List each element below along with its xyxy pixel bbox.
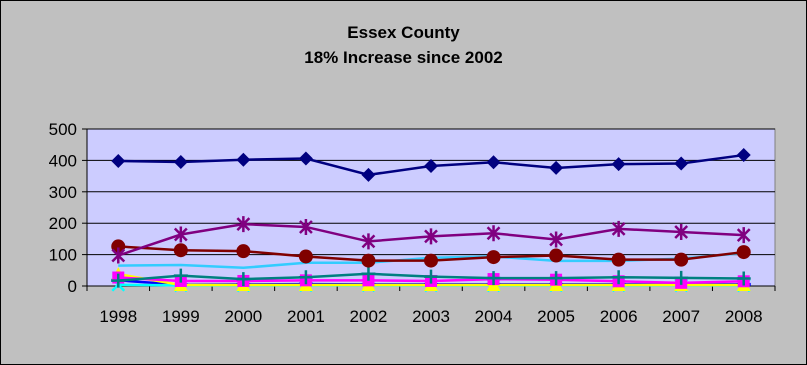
- data-point-star: [736, 227, 751, 244]
- x-tick-label: 2005: [537, 307, 575, 326]
- data-point-diamond: [173, 154, 188, 169]
- data-point-circle: [424, 253, 438, 268]
- data-point-plus: [236, 272, 251, 287]
- data-point-diamond: [486, 155, 501, 170]
- data-point-star: [299, 218, 313, 235]
- data-point-diamond: [549, 160, 564, 175]
- data-point-plus: [611, 270, 626, 285]
- chart-title: Essex County: [347, 23, 460, 42]
- data-point-circle: [486, 250, 501, 265]
- x-tick-label: 2000: [224, 307, 262, 326]
- x-tick-label: 1998: [99, 307, 137, 326]
- y-tick-label: 300: [49, 183, 77, 202]
- data-point-diamond: [611, 157, 626, 172]
- data-point-plus: [361, 266, 376, 281]
- data-point-circle: [111, 239, 126, 254]
- x-tick-label: 2002: [350, 307, 388, 326]
- data-point-star: [173, 226, 188, 243]
- data-point-star: [111, 247, 126, 264]
- y-tick-label: 200: [49, 214, 77, 233]
- chart-title-block: Essex County 18% Increase since 2002: [0, 20, 807, 70]
- data-point-diamond: [111, 154, 126, 169]
- x-tick-label: 1999: [162, 307, 200, 326]
- data-point-star: [674, 223, 689, 240]
- data-point-star: [361, 233, 376, 250]
- data-point-star: [549, 231, 563, 248]
- x-tick-label: 2006: [600, 307, 638, 326]
- data-point-star: [486, 225, 501, 242]
- data-point-plus: [298, 270, 313, 285]
- data-point-circle: [236, 244, 251, 259]
- data-point-plus: [549, 271, 564, 286]
- x-tick-label: 2008: [725, 307, 763, 326]
- data-point-star: [611, 220, 626, 237]
- data-point-plus: [424, 269, 438, 284]
- y-tick-label: 400: [49, 151, 77, 170]
- data-point-diamond: [674, 156, 689, 171]
- data-point-plus: [173, 268, 188, 283]
- data-point-circle: [549, 248, 564, 263]
- data-point-circle: [611, 252, 626, 267]
- data-point-plus: [111, 273, 126, 288]
- x-tick-label: 2003: [412, 307, 450, 326]
- data-point-diamond: [361, 167, 376, 182]
- y-tick-label: 500: [49, 120, 77, 139]
- data-point-plus: [736, 271, 751, 286]
- data-point-circle: [361, 253, 376, 268]
- data-point-diamond: [736, 148, 751, 163]
- data-point-star: [424, 228, 438, 245]
- data-point-circle: [674, 252, 689, 267]
- y-tick-label: 0: [68, 277, 77, 296]
- data-point-plus: [486, 271, 501, 286]
- data-point-circle: [298, 249, 313, 264]
- data-point-circle: [736, 245, 751, 260]
- data-point-diamond: [236, 152, 251, 167]
- y-tick-label: 100: [49, 246, 77, 265]
- x-tick-label: 2004: [475, 307, 513, 326]
- chart-subtitle: 18% Increase since 2002: [304, 48, 503, 67]
- x-tick-label: 2001: [287, 307, 325, 326]
- data-point-diamond: [424, 159, 438, 174]
- data-point-star: [236, 216, 251, 233]
- x-tick-label: 2007: [662, 307, 700, 326]
- data-point-circle: [173, 243, 188, 258]
- data-point-diamond: [298, 151, 313, 166]
- data-point-plus: [674, 270, 689, 285]
